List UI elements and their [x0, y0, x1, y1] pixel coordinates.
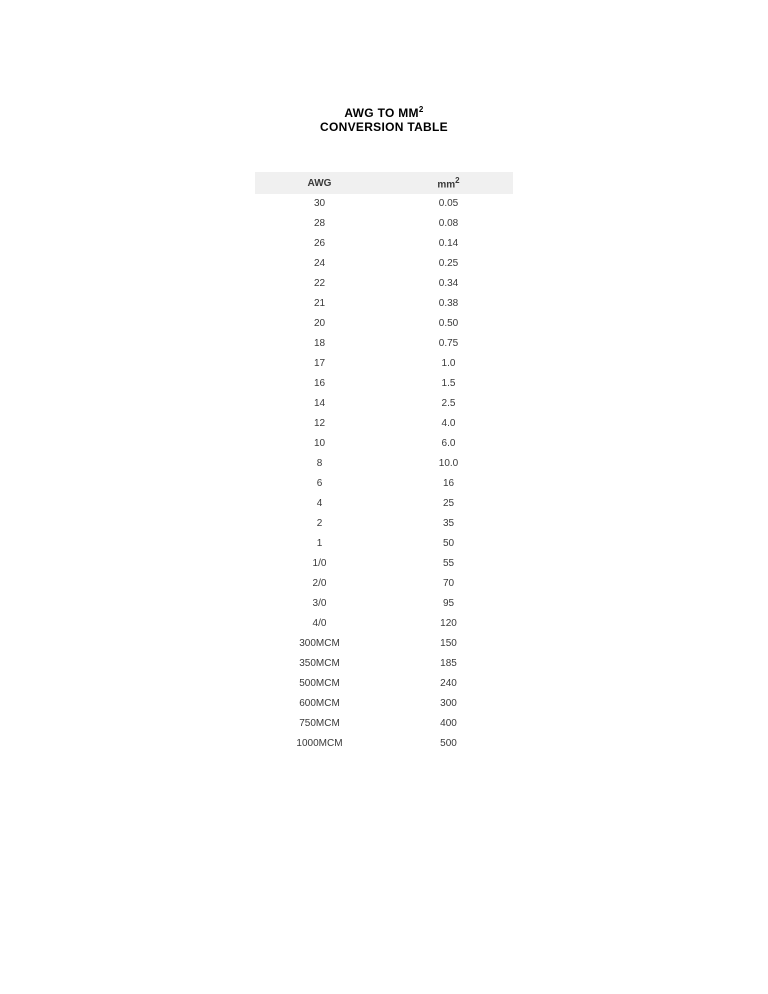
- cell-awg: 16: [255, 374, 384, 394]
- cell-awg: 26: [255, 234, 384, 254]
- cell-mm2: 4.0: [384, 414, 513, 434]
- cell-awg: 28: [255, 214, 384, 234]
- cell-awg: 300MCM: [255, 634, 384, 654]
- table-header-row: AWG mm2: [255, 172, 513, 194]
- cell-mm2: 150: [384, 634, 513, 654]
- table-row: 142.5: [255, 394, 513, 414]
- column-header-mm2-prefix: mm: [437, 179, 455, 190]
- table-row: 106.0: [255, 434, 513, 454]
- cell-mm2: 0.50: [384, 314, 513, 334]
- column-header-mm2: mm2: [384, 172, 513, 194]
- table-row: 500MCM240: [255, 674, 513, 694]
- cell-awg: 1/0: [255, 554, 384, 574]
- table-row: 300MCM150: [255, 634, 513, 654]
- cell-awg: 18: [255, 334, 384, 354]
- cell-awg: 6: [255, 474, 384, 494]
- cell-mm2: 240: [384, 674, 513, 694]
- table-row: 810.0: [255, 454, 513, 474]
- table-row: 1/055: [255, 554, 513, 574]
- cell-awg: 10: [255, 434, 384, 454]
- cell-mm2: 1.5: [384, 374, 513, 394]
- cell-mm2: 400: [384, 714, 513, 734]
- cell-mm2: 0.38: [384, 294, 513, 314]
- title-block: AWG TO MM2 CONVERSION TABLE: [0, 105, 768, 134]
- conversion-table: AWG mm2 300.05280.08260.14240.25220.3421…: [255, 172, 513, 754]
- table-row: 220.34: [255, 274, 513, 294]
- cell-mm2: 55: [384, 554, 513, 574]
- cell-mm2: 300: [384, 694, 513, 714]
- table-row: 4/0120: [255, 614, 513, 634]
- cell-mm2: 6.0: [384, 434, 513, 454]
- cell-mm2: 0.75: [384, 334, 513, 354]
- table-row: 200.50: [255, 314, 513, 334]
- cell-awg: 12: [255, 414, 384, 434]
- cell-awg: 1: [255, 534, 384, 554]
- table-row: 161.5: [255, 374, 513, 394]
- title-line-2: CONVERSION TABLE: [0, 120, 768, 134]
- table-row: 150: [255, 534, 513, 554]
- table-row: 171.0: [255, 354, 513, 374]
- table-row: 235: [255, 514, 513, 534]
- table-row: 2/070: [255, 574, 513, 594]
- cell-awg: 22: [255, 274, 384, 294]
- cell-mm2: 95: [384, 594, 513, 614]
- cell-awg: 600MCM: [255, 694, 384, 714]
- cell-mm2: 10.0: [384, 454, 513, 474]
- table-row: 300.05: [255, 194, 513, 214]
- table-row: 3/095: [255, 594, 513, 614]
- table-row: 240.25: [255, 254, 513, 274]
- cell-mm2: 0.14: [384, 234, 513, 254]
- cell-awg: 3/0: [255, 594, 384, 614]
- cell-awg: 750MCM: [255, 714, 384, 734]
- title-line-1: AWG TO MM2: [0, 105, 768, 120]
- table-body: 300.05280.08260.14240.25220.34210.38200.…: [255, 194, 513, 754]
- table-row: 210.38: [255, 294, 513, 314]
- cell-mm2: 2.5: [384, 394, 513, 414]
- cell-mm2: 0.34: [384, 274, 513, 294]
- cell-awg: 17: [255, 354, 384, 374]
- cell-awg: 2: [255, 514, 384, 534]
- table-header: AWG mm2: [255, 172, 513, 194]
- cell-mm2: 120: [384, 614, 513, 634]
- cell-mm2: 50: [384, 534, 513, 554]
- table-row: 280.08: [255, 214, 513, 234]
- cell-awg: 2/0: [255, 574, 384, 594]
- cell-awg: 24: [255, 254, 384, 274]
- cell-awg: 4: [255, 494, 384, 514]
- cell-awg: 8: [255, 454, 384, 474]
- title-superscript: 2: [419, 105, 424, 114]
- cell-mm2: 500: [384, 734, 513, 754]
- table-row: 260.14: [255, 234, 513, 254]
- cell-mm2: 0.05: [384, 194, 513, 214]
- table-row: 124.0: [255, 414, 513, 434]
- table-row: 180.75: [255, 334, 513, 354]
- cell-awg: 30: [255, 194, 384, 214]
- table-row: 616: [255, 474, 513, 494]
- cell-mm2: 185: [384, 654, 513, 674]
- table-row: 1000MCM500: [255, 734, 513, 754]
- cell-mm2: 25: [384, 494, 513, 514]
- cell-awg: 14: [255, 394, 384, 414]
- table-row: 350MCM185: [255, 654, 513, 674]
- cell-awg: 21: [255, 294, 384, 314]
- cell-awg: 500MCM: [255, 674, 384, 694]
- table-wrapper: AWG mm2 300.05280.08260.14240.25220.3421…: [255, 172, 513, 754]
- page-container: AWG TO MM2 CONVERSION TABLE AWG mm2 300.…: [0, 0, 768, 754]
- cell-mm2: 35: [384, 514, 513, 534]
- cell-mm2: 70: [384, 574, 513, 594]
- cell-mm2: 1.0: [384, 354, 513, 374]
- cell-awg: 1000MCM: [255, 734, 384, 754]
- cell-mm2: 16: [384, 474, 513, 494]
- table-row: 425: [255, 494, 513, 514]
- cell-awg: 350MCM: [255, 654, 384, 674]
- table-row: 750MCM400: [255, 714, 513, 734]
- table-row: 600MCM300: [255, 694, 513, 714]
- title-prefix: AWG TO MM: [344, 106, 418, 120]
- column-header-mm2-sup: 2: [455, 176, 459, 185]
- cell-awg: 20: [255, 314, 384, 334]
- cell-mm2: 0.25: [384, 254, 513, 274]
- cell-awg: 4/0: [255, 614, 384, 634]
- cell-mm2: 0.08: [384, 214, 513, 234]
- column-header-awg: AWG: [255, 172, 384, 194]
